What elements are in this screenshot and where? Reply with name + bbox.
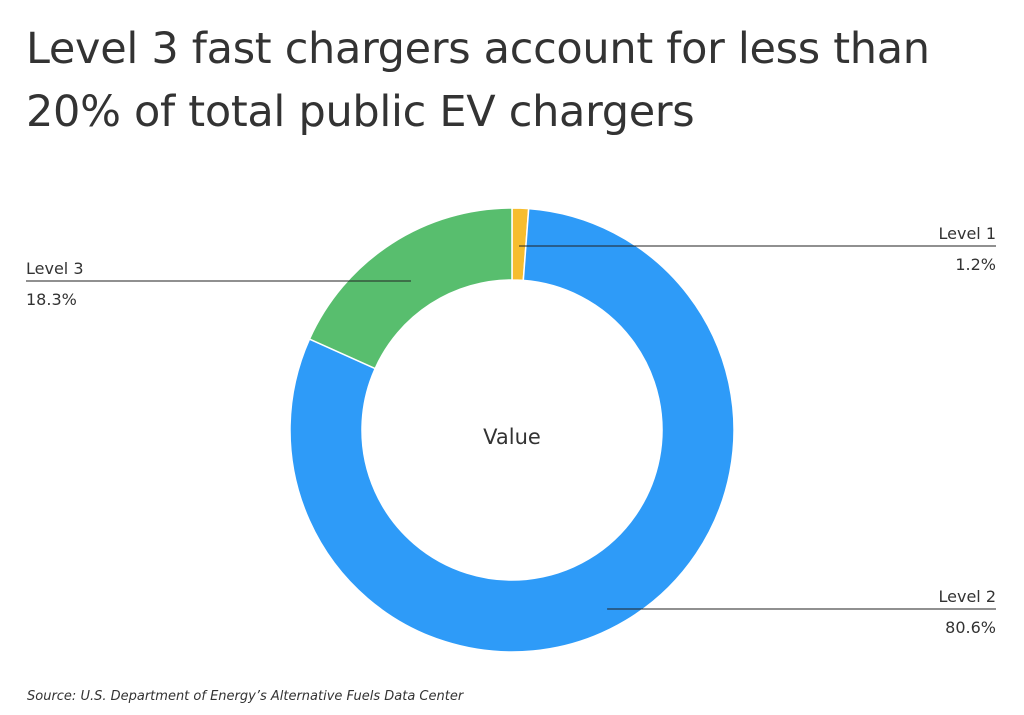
slices-group (289, 207, 735, 653)
slice-label-level-2: Level 2 (939, 587, 997, 606)
slice-labels-group: Level 1 1.2% Level 2 80.6% Level 3 18.3% (26, 224, 996, 637)
slice-level-3 (308, 207, 513, 370)
source-note: Source: U.S. Department of Energy’s Alte… (27, 689, 464, 704)
slice-value-level-3: 18.3% (26, 290, 77, 309)
slice-level-2 (289, 207, 735, 653)
slice-label-level-3: Level 3 (26, 259, 84, 278)
slice-value-level-1: 1.2% (955, 255, 996, 274)
chart-title: Level 3 fast chargers account for less t… (26, 24, 930, 137)
slice-value-level-2: 80.6% (945, 618, 996, 637)
leader-lines-group (26, 245, 996, 610)
slice-label-level-1: Level 1 (939, 224, 997, 243)
center-label: Value (483, 425, 541, 449)
